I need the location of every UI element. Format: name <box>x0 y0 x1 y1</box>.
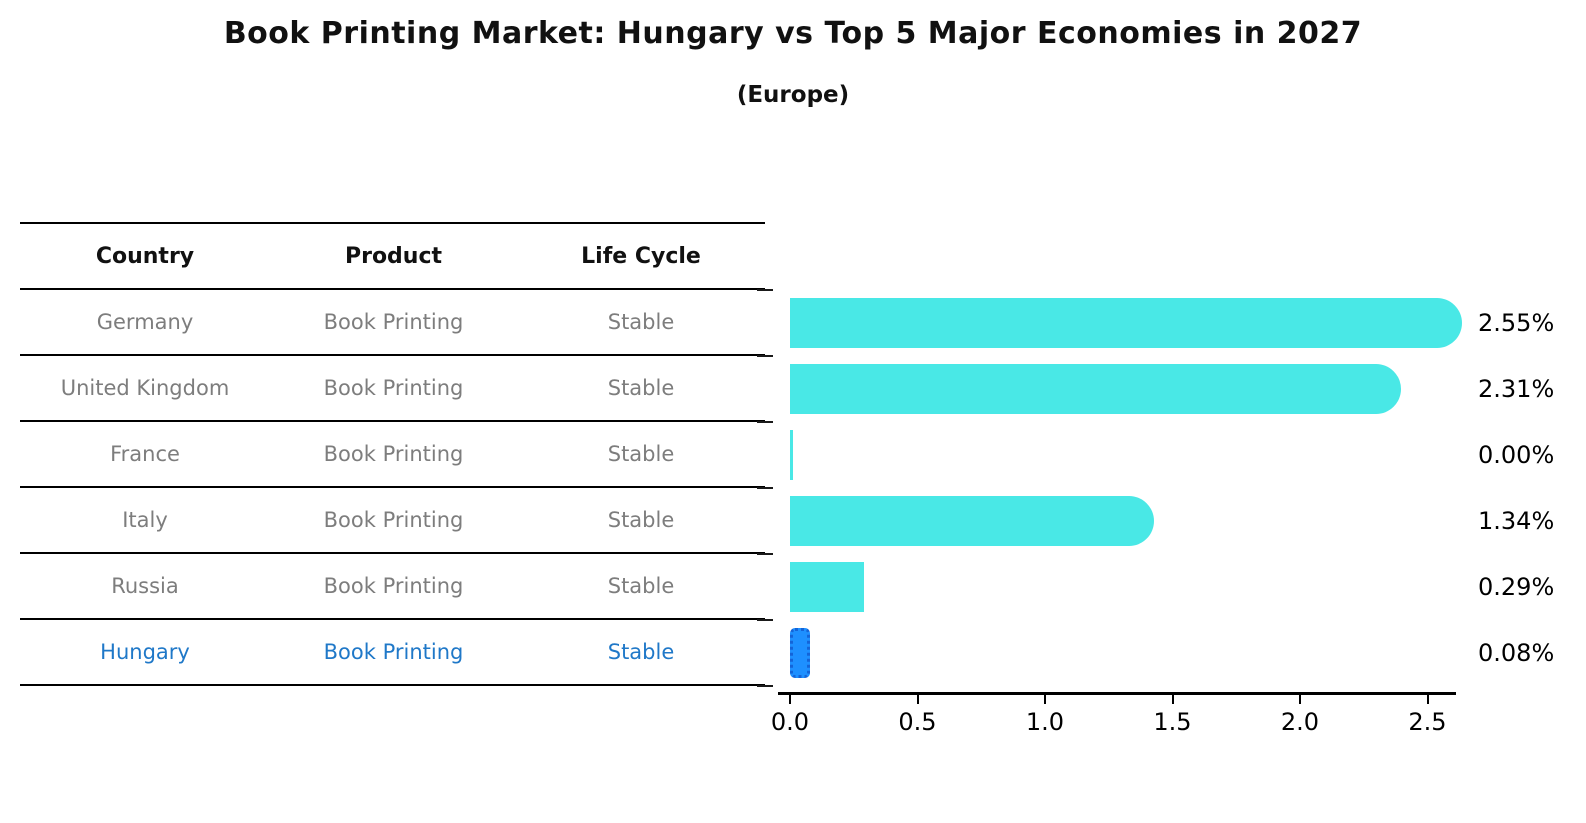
country-cell: United Kingdom <box>60 376 230 400</box>
bar-value-label-russia: 0.29% <box>1478 573 1555 601</box>
country-table: Country Product Life Cycle Germany Book Pri… <box>20 222 765 686</box>
bar-value-label-united-kingdom: 2.31% <box>1478 375 1555 403</box>
x-axis-label: 1.0 <box>1025 708 1065 736</box>
x-axis-tick <box>1044 695 1046 704</box>
bar-germany <box>790 298 1463 348</box>
product-cell: Book Printing <box>323 508 464 532</box>
life-cycle-cell: Stable <box>607 442 675 466</box>
life-cycle-cell: Stable <box>607 376 675 400</box>
product-cell: Book Printing <box>323 574 464 598</box>
product-cell: Book Printing <box>323 640 464 664</box>
life-cycle-cell: Stable <box>607 508 675 532</box>
bar-value-label-france: 0.00% <box>1478 441 1555 469</box>
table-row-russia: Russia Book Printing Stable <box>20 554 765 620</box>
x-axis-tick <box>1426 695 1429 704</box>
x-axis-label: 2.0 <box>1280 708 1320 736</box>
x-axis-label: 1.5 <box>1153 708 1192 736</box>
table-row-italy: Italy Book Printing Stable <box>20 488 765 554</box>
life-cycle-cell: Stable <box>607 640 675 664</box>
product-cell: Book Printing <box>323 310 464 334</box>
life-cycle-cell: Stable <box>607 310 675 334</box>
table-row-hungary: Hungary Book Printing Stable <box>20 620 765 686</box>
life-cycle-cell: Stable <box>607 574 675 598</box>
table-row-france: France Book Printing Stable <box>20 422 765 488</box>
chart-title: Book Printing Market: Hungary vs Top 5 M… <box>223 16 1363 51</box>
x-axis-label: 0.5 <box>898 708 937 736</box>
table-row-united-kingdom: United Kingdom Book Printing Stable <box>20 356 765 422</box>
bar-hungary <box>790 628 811 678</box>
product-cell: Book Printing <box>323 376 464 400</box>
product-cell: Book Printing <box>323 442 464 466</box>
bar-value-label-italy: 1.34% <box>1478 507 1555 535</box>
x-axis-line <box>778 692 1456 695</box>
table-header-product: Product <box>344 243 443 269</box>
bar-france <box>790 430 793 480</box>
table-row-germany: Germany Book Printing Stable <box>20 290 765 356</box>
country-cell: Germany <box>96 310 194 334</box>
bar-united-kingdom <box>790 364 1402 414</box>
bar-russia <box>790 562 864 612</box>
x-axis-tick <box>1299 695 1301 704</box>
x-axis-tick <box>1171 695 1174 704</box>
x-axis-label: 0.0 <box>770 708 810 736</box>
chart-subtitle: (Europe) <box>736 82 850 108</box>
country-cell: Russia <box>111 574 179 598</box>
table-header-life-cycle: Life Cycle <box>581 243 701 269</box>
x-axis-tick <box>916 695 919 704</box>
country-cell: Italy <box>122 508 168 532</box>
country-cell: Hungary <box>100 640 190 664</box>
table-body: Germany Book Printing Stable United Kingdom… <box>20 290 765 686</box>
country-cell: France <box>110 442 180 466</box>
table-header-row: Country Product Life Cycle <box>20 222 765 290</box>
x-axis-tick <box>789 695 791 704</box>
table-header-country: Country <box>95 243 195 269</box>
x-axis-label: 2.5 <box>1408 708 1447 736</box>
bar-italy <box>790 496 1154 546</box>
bar-value-label-germany: 2.55% <box>1478 309 1555 337</box>
bar-value-label-hungary: 0.08% <box>1478 639 1555 667</box>
